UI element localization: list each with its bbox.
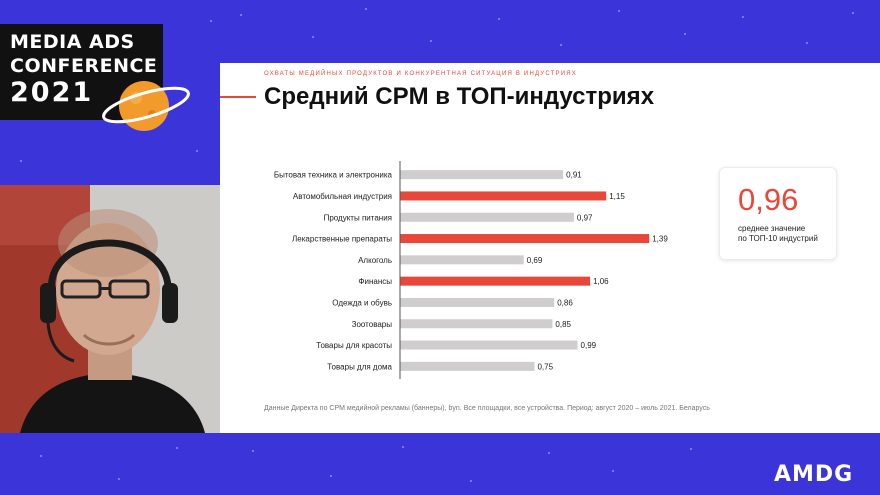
average-kpi-caption: среднее значение по ТОП-10 индустрий: [738, 224, 832, 244]
slide-footnote: Данные Директа по CPM медийной рекламы (…: [264, 405, 710, 412]
chart-category-label: Товары для красоты: [316, 341, 392, 350]
chart-value-label: 0,75: [537, 362, 553, 371]
chart-bar: [400, 170, 564, 180]
chart-value-label: 0,69: [527, 256, 543, 265]
planet-icon: [102, 81, 190, 131]
chart-category-label: Одежда и обувь: [332, 298, 392, 307]
chart-bar: [400, 212, 574, 222]
chart-value-label: 0,91: [566, 171, 582, 180]
chart-value-label: 1,06: [593, 277, 609, 286]
average-kpi-card: 0,96 среднее значение по ТОП-10 индустри…: [719, 167, 837, 260]
chart-value-label: 0,86: [557, 298, 573, 307]
chart-category-label: Зоотовары: [352, 320, 393, 329]
chart-category-label: Алкоголь: [358, 256, 392, 265]
chart-bar: [400, 340, 578, 350]
title-accent-line: [220, 96, 256, 98]
average-kpi-value: 0,96: [738, 182, 799, 217]
average-kpi-caption-line2: по ТОП-10 индустрий: [738, 234, 818, 243]
chart-category-label: Лекарственные препараты: [292, 235, 392, 244]
chart-bar: [400, 255, 524, 265]
conference-logo-year: 2021: [10, 77, 94, 108]
chart-category-label: Бытовая техника и электроника: [274, 171, 393, 180]
chart-category-label: Автомобильная индустрия: [293, 192, 392, 201]
cpm-bar-chart: Бытовая техника и электроника 0,91 Автомоб…: [220, 161, 700, 379]
chart-bar: [400, 234, 650, 244]
speaker-webcam-video: [0, 185, 220, 433]
chart-bar: [400, 319, 553, 329]
chart-category-label: Товары для дома: [327, 362, 392, 371]
slide-kicker: охваты медийных продуктов и конкурентная…: [264, 71, 577, 77]
presentation-slide: охваты медийных продуктов и конкурентная…: [220, 63, 880, 433]
slide-title: Средний CPM в ТОП-индустриях: [264, 83, 655, 110]
chart-value-label: 0,97: [577, 213, 593, 222]
cpm-bar-chart-svg: Бытовая техника и электроника 0,91 Автомоб…: [274, 161, 668, 379]
chart-value-label: 1,39: [652, 235, 668, 244]
chart-value-label: 0,85: [555, 320, 571, 329]
chart-value-label: 1,15: [609, 192, 625, 201]
chart-value-label: 0,99: [581, 341, 597, 350]
conference-logo-line2: CONFERENCE: [10, 55, 158, 77]
chart-bar: [400, 191, 607, 201]
amdg-brand-logo: AMDG: [774, 462, 854, 487]
chart-bar: [400, 361, 535, 371]
average-kpi-caption-line1: среднее значение: [738, 224, 806, 233]
conference-logo-line1: MEDIA ADS: [10, 31, 135, 53]
chart-category-label: Финансы: [358, 277, 392, 286]
chart-bar: [400, 297, 555, 307]
chart-category-label: Продукты питания: [324, 213, 392, 222]
chart-bar: [400, 276, 591, 286]
